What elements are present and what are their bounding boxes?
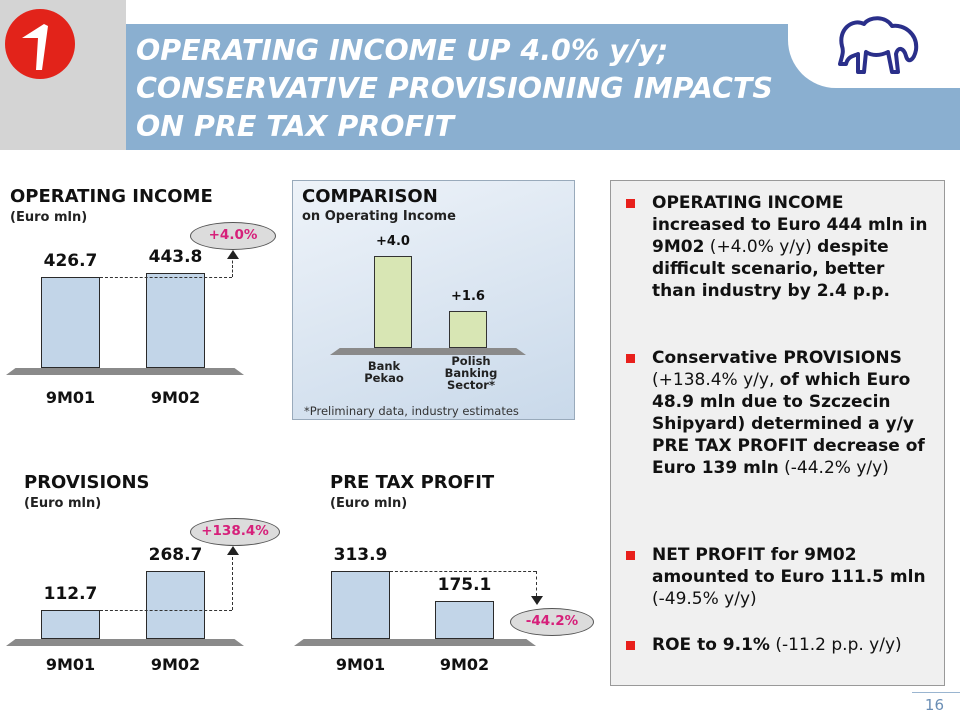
highlight-item: OPERATING INCOME increased to Euro 444 m… — [626, 192, 928, 302]
change-connector — [100, 610, 232, 612]
bar-9m02 — [435, 601, 494, 639]
bank-pekao-logo-icon — [5, 9, 75, 79]
bison-logo-icon — [838, 16, 919, 74]
bar-9m01 — [41, 276, 100, 368]
provisions-title: PROVISIONS — [24, 472, 150, 493]
arrow-up-icon — [227, 546, 239, 555]
highlight-text: Conservative PROVISIONS (+138.4% y/y, of… — [652, 347, 928, 479]
change-badge: +138.4% — [190, 518, 280, 546]
highlight-item: ROE to 9.1% (-11.2 p.p. y/y) — [626, 634, 928, 656]
highlight-item: Conservative PROVISIONS (+138.4% y/y, of… — [626, 347, 928, 479]
highlight-text-segment: (-44.2% y/y) — [778, 458, 889, 478]
bar-value-label: 112.7 — [43, 584, 98, 605]
arrow-up-icon — [227, 250, 239, 259]
highlight-text-segment: (+4.0% y/y) — [704, 237, 818, 257]
highlight-text: OPERATING INCOME increased to Euro 444 m… — [652, 192, 928, 302]
bar-value-label: 175.1 — [437, 575, 492, 596]
bar-9m01 — [331, 571, 390, 639]
bar-value-label: 313.9 — [333, 545, 388, 565]
bar-9m01 — [41, 610, 100, 639]
comparison-bar — [374, 256, 412, 348]
highlight-text-segment: (-11.2 p.p. y/y) — [769, 635, 902, 655]
highlight-text-segment: of which Euro 48.9 mln due to Szczecin S… — [652, 370, 925, 478]
pretax-unit: (Euro mln) — [330, 496, 408, 511]
page-number-divider — [912, 692, 960, 693]
highlight-text: ROE to 9.1% (-11.2 p.p. y/y) — [652, 634, 928, 656]
comparison-category-label: Bank Pekao — [364, 359, 404, 385]
comparison-base — [330, 348, 526, 355]
chart-base — [6, 639, 244, 646]
bar-9m02 — [146, 273, 205, 368]
arrow-down-icon — [531, 596, 543, 605]
highlight-text-segment: NET PROFIT for 9M02 amounted to Euro 111… — [652, 545, 926, 587]
highlight-item: NET PROFIT for 9M02 amounted to Euro 111… — [626, 544, 928, 610]
bullet-square-icon — [626, 551, 635, 560]
change-badge: +4.0% — [190, 222, 276, 250]
category-label: 9M02 — [439, 655, 490, 674]
change-connector — [100, 276, 232, 278]
category-label: 9M02 — [150, 388, 201, 407]
page-title-line: OPERATING INCOME UP 4.0% y/y; — [136, 34, 669, 67]
highlights-panel — [610, 180, 945, 686]
comparison-subtitle: on Operating Income — [302, 209, 456, 224]
highlight-text-segment: (-49.5% y/y) — [652, 589, 757, 609]
bar-value-label: 268.7 — [148, 545, 203, 565]
provisions-unit: (Euro mln) — [24, 496, 102, 511]
operating-income-title: OPERATING INCOME — [10, 186, 213, 207]
bullet-square-icon — [626, 354, 635, 363]
logo-panel — [788, 0, 960, 88]
bar-value-label: 443.8 — [148, 247, 203, 267]
comparison-bar — [449, 311, 487, 348]
highlight-text-segment: (+138.4% y/y, — [652, 370, 780, 390]
change-connector — [536, 571, 537, 596]
chart-base — [6, 368, 244, 375]
highlight-text: NET PROFIT for 9M02 amounted to Euro 111… — [652, 544, 928, 610]
category-label: 9M01 — [335, 655, 386, 674]
pretax-title: PRE TAX PROFIT — [330, 472, 495, 493]
page-title: OPERATING INCOME UP 4.0% y/y; CONSERVATI… — [136, 32, 836, 146]
bar-value-label: 426.7 — [43, 250, 98, 271]
operating-income-unit: (Euro mln) — [10, 210, 88, 225]
comparison-category-label: Polish Banking Sector* — [444, 354, 498, 392]
page-title-line: CONSERVATIVE PROVISIONING IMPACTS — [136, 72, 773, 105]
highlight-text-segment: OPERATING INCOME increased to Euro 444 m… — [652, 193, 928, 257]
comparison-footnote: *Preliminary data, industry estimates — [304, 404, 519, 418]
bullet-square-icon — [626, 199, 635, 208]
comparison-title: COMPARISON — [302, 186, 438, 207]
highlight-text-segment: Conservative PROVISIONS — [652, 348, 902, 368]
chart-base — [294, 639, 536, 646]
change-connector — [232, 552, 233, 611]
change-badge: -44.2% — [510, 608, 594, 636]
page-number: 16 — [924, 696, 944, 714]
comparison-value-label: +1.6 — [451, 289, 485, 305]
page-title-line: ON PRE TAX PROFIT — [136, 110, 454, 143]
change-connector — [232, 256, 233, 277]
change-connector — [390, 571, 536, 572]
highlight-text-segment: ROE to 9.1% — [652, 635, 770, 655]
bar-9m02 — [146, 571, 205, 639]
comparison-panel — [292, 180, 575, 420]
bullet-square-icon — [626, 641, 635, 650]
comparison-value-label: +4.0 — [376, 234, 410, 249]
highlight-text-segment: despite difficult scenario, better than … — [652, 237, 891, 301]
category-label: 9M01 — [45, 655, 96, 674]
category-label: 9M01 — [45, 388, 96, 407]
category-label: 9M02 — [150, 655, 201, 674]
